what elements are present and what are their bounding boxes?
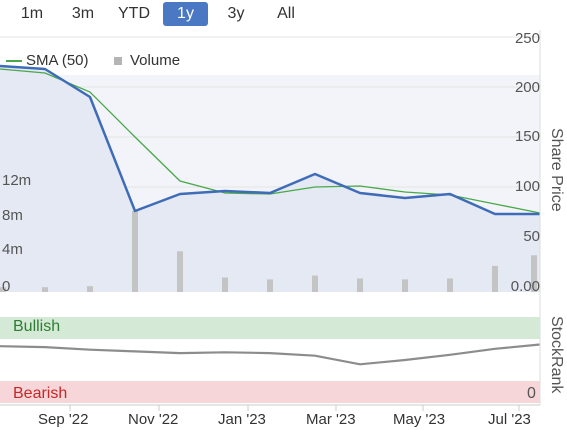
share-price-axis-title: Share Price: [548, 128, 565, 212]
stockrank-zero-label: 0: [527, 385, 536, 402]
volume-bar: [42, 287, 48, 292]
volume-bar: [447, 278, 453, 292]
range-selector: 1m 3m YTD 1y 3y All: [0, 0, 567, 30]
price-line: [0, 64, 540, 216]
volume-swatch: [114, 57, 122, 66]
x-label-may-23: May '23: [393, 411, 446, 428]
volume-tick-0: 0: [2, 278, 11, 295]
volume-bar: [267, 279, 273, 292]
volume-bar: [357, 278, 363, 292]
x-label-sep-22: Sep '22: [38, 411, 89, 428]
price-tick-200: 200: [514, 79, 540, 96]
price-tick-100: 100: [514, 178, 540, 195]
bullish-label: Bullish: [13, 318, 61, 335]
bullish-band: [0, 317, 540, 339]
range-button-1m[interactable]: 1m: [20, 5, 44, 22]
x-label-jul-23: Jul '23: [488, 411, 531, 428]
range-button-all[interactable]: All: [277, 5, 295, 22]
sma-swatch: [6, 60, 22, 63]
bearish-band: [0, 381, 540, 403]
range-button-ytd[interactable]: YTD: [118, 5, 150, 22]
volume-bar: [531, 255, 537, 292]
range-button-3y[interactable]: 3y: [227, 5, 245, 22]
volume-tick-4m: 4m: [2, 241, 23, 258]
legend-volume[interactable]: Volume: [114, 52, 180, 69]
volume-bar: [0, 287, 6, 292]
volume-bar: [222, 277, 228, 292]
bearish-label: Bearish: [13, 385, 68, 402]
stockrank-line: [0, 343, 541, 366]
x-axis-ticks: [69, 405, 520, 411]
volume-tick-12m: 12m: [2, 172, 32, 189]
volume-bar: [87, 286, 93, 292]
volume-bar: [402, 279, 408, 292]
range-button-3m[interactable]: 3m: [71, 5, 95, 22]
x-label-nov-22: Nov '22: [128, 411, 179, 428]
x-label-mar-23: Mar '23: [306, 411, 356, 428]
x-label-jan-23: Jan '23: [218, 411, 266, 428]
volume-bar: [492, 265, 498, 292]
price-tick-150: 150: [514, 128, 540, 145]
volume-bar: [132, 210, 138, 292]
stockrank-axis-title: StockRank: [548, 316, 565, 394]
price-tick-0: 0.00: [510, 278, 540, 295]
volume-bar: [177, 251, 183, 292]
legend-sma[interactable]: SMA (50): [6, 52, 89, 69]
price-tick-50: 50: [523, 228, 540, 245]
legend-sma-label: SMA (50): [26, 52, 89, 69]
price-tick-250: 250: [514, 30, 540, 47]
volume-bars: [0, 210, 537, 292]
volume-tick-8m: 8m: [2, 207, 23, 224]
legend-volume-label: Volume: [130, 52, 181, 69]
volume-bar: [312, 275, 318, 292]
range-button-1y[interactable]: 1y: [163, 2, 208, 26]
